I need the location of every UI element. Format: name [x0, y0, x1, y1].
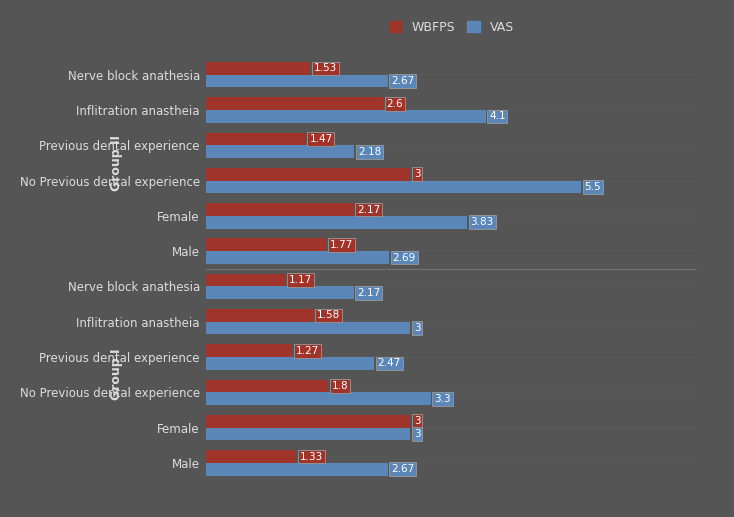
Text: 4.1: 4.1 [489, 111, 506, 121]
Text: 2.47: 2.47 [378, 358, 401, 369]
Text: 1.33: 1.33 [299, 451, 323, 462]
Bar [206, 145, 355, 158]
Bar [206, 251, 389, 264]
Bar [206, 415, 410, 428]
Bar [206, 379, 329, 392]
Bar [206, 180, 581, 193]
Bar [206, 344, 292, 357]
Text: 1.58: 1.58 [317, 310, 340, 321]
Text: 2.67: 2.67 [391, 76, 415, 86]
Bar [206, 392, 431, 405]
Text: 3.3: 3.3 [435, 394, 451, 404]
Text: 1.17: 1.17 [289, 275, 312, 285]
Text: 5.5: 5.5 [584, 182, 601, 192]
Bar [206, 110, 486, 123]
Bar [206, 216, 467, 229]
Text: 2.67: 2.67 [391, 464, 415, 474]
Bar [206, 463, 388, 476]
Text: 1.8: 1.8 [332, 381, 349, 391]
Text: 2.69: 2.69 [393, 252, 416, 263]
Text: 3: 3 [414, 169, 421, 179]
Bar [206, 450, 297, 463]
Text: 1.47: 1.47 [309, 134, 333, 144]
Bar [206, 97, 383, 110]
Text: 2.17: 2.17 [357, 288, 380, 298]
Bar [206, 286, 354, 299]
Bar [206, 62, 310, 75]
Text: 3: 3 [414, 416, 421, 427]
Bar [206, 203, 354, 216]
Text: 3: 3 [414, 323, 421, 333]
Text: 3.83: 3.83 [470, 217, 494, 227]
Bar [206, 168, 410, 180]
Text: 1.53: 1.53 [313, 64, 337, 73]
Bar [206, 322, 410, 334]
Bar [206, 357, 374, 370]
Text: 2.6: 2.6 [387, 99, 403, 109]
Bar [206, 75, 388, 87]
Legend: WBFPS, VAS: WBFPS, VAS [384, 16, 519, 39]
Text: 2.18: 2.18 [358, 147, 381, 157]
Text: 2.17: 2.17 [357, 205, 380, 215]
Text: 1.77: 1.77 [330, 240, 353, 250]
Text: 3: 3 [414, 429, 421, 439]
Bar [206, 309, 313, 322]
Text: Group I: Group I [111, 349, 123, 401]
Bar [206, 133, 306, 145]
Bar [206, 428, 410, 440]
Text: Group II: Group II [111, 135, 123, 191]
Text: 1.27: 1.27 [296, 346, 319, 356]
Bar [206, 274, 286, 286]
Bar [206, 238, 327, 251]
